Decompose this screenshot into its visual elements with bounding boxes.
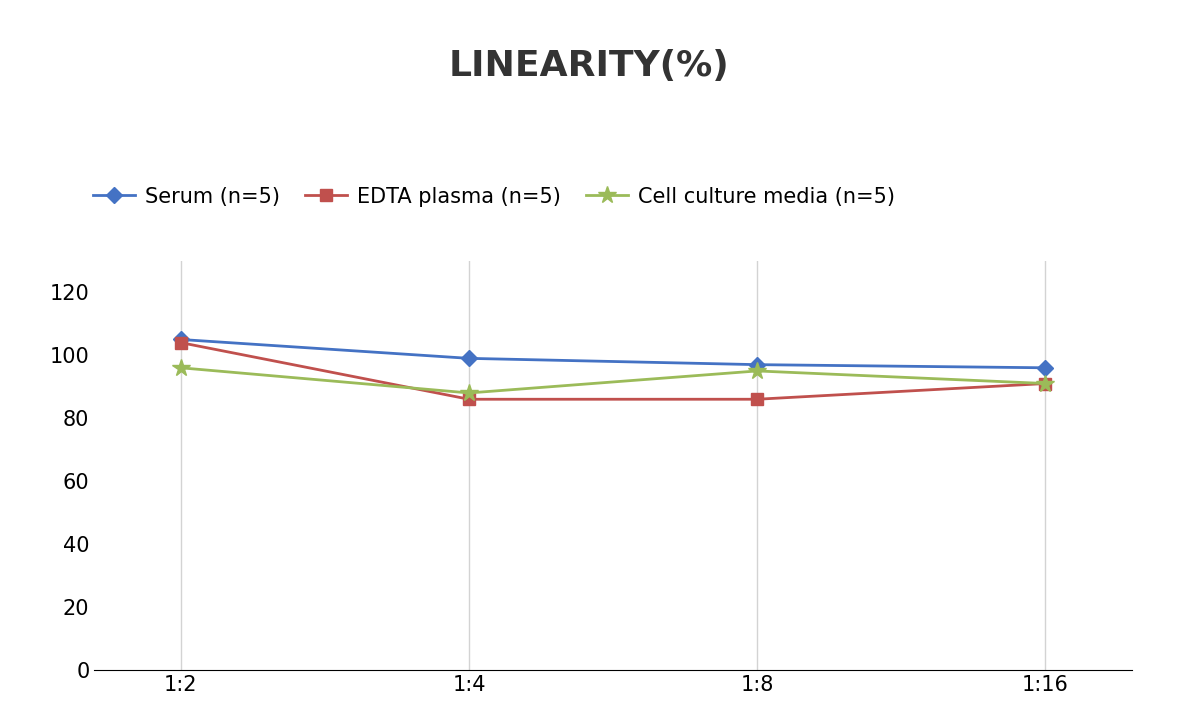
- Cell culture media (n=5): [750, 367, 764, 375]
- Serum (n=5): [462, 354, 476, 362]
- Line: EDTA plasma (n=5): EDTA plasma (n=5): [176, 337, 1050, 405]
- Text: LINEARITY(%): LINEARITY(%): [449, 49, 730, 83]
- Line: Cell culture media (n=5): Cell culture media (n=5): [172, 359, 1054, 402]
- Serum (n=5): [1039, 364, 1053, 372]
- Serum (n=5): [173, 336, 187, 344]
- EDTA plasma (n=5): [1039, 379, 1053, 388]
- Cell culture media (n=5): [173, 364, 187, 372]
- Serum (n=5): [750, 360, 764, 369]
- Line: Serum (n=5): Serum (n=5): [176, 334, 1050, 374]
- Legend: Serum (n=5), EDTA plasma (n=5), Cell culture media (n=5): Serum (n=5), EDTA plasma (n=5), Cell cul…: [93, 187, 895, 207]
- EDTA plasma (n=5): [750, 395, 764, 403]
- EDTA plasma (n=5): [173, 338, 187, 347]
- Cell culture media (n=5): [1039, 379, 1053, 388]
- Cell culture media (n=5): [462, 388, 476, 397]
- EDTA plasma (n=5): [462, 395, 476, 403]
